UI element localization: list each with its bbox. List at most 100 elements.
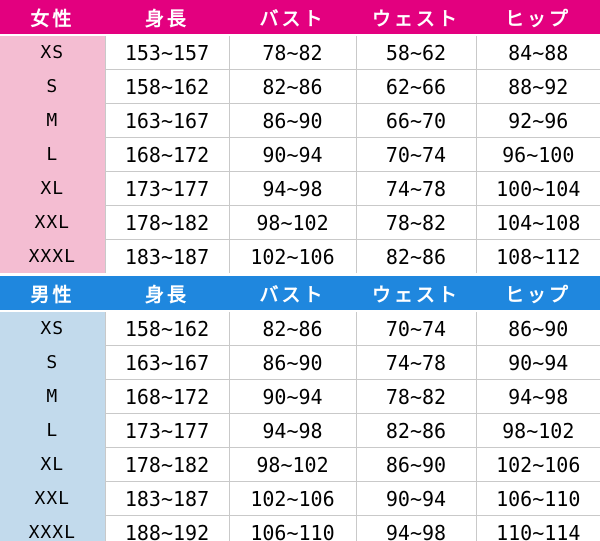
height-cell: 163~167 xyxy=(104,345,229,380)
women-section: 女性 身長 バスト ウェスト ヒップ XS 153~157 78~82 58~6… xyxy=(0,0,600,275)
table-row: XL 173~177 94~98 74~78 100~104 xyxy=(0,171,600,206)
table-row: XL 178~182 98~102 86~90 102~106 xyxy=(0,447,600,482)
table-row: S 158~162 82~86 62~66 88~92 xyxy=(0,69,600,104)
height-cell: 158~162 xyxy=(104,310,229,346)
hip-cell: 106~110 xyxy=(475,481,600,516)
size-cell: XXL xyxy=(0,481,105,516)
size-cell: XS xyxy=(0,35,105,70)
size-cell: S xyxy=(0,69,105,104)
waist-cell: 86~90 xyxy=(355,447,476,482)
height-column-header: 身長 xyxy=(105,273,229,312)
height-cell: 178~182 xyxy=(104,205,229,240)
hip-cell: 92~96 xyxy=(475,103,600,138)
bust-column-header: バスト xyxy=(229,273,356,312)
size-cell: XXXL xyxy=(0,515,105,541)
height-cell: 188~192 xyxy=(104,515,229,541)
waist-cell: 62~66 xyxy=(355,69,476,104)
hip-cell: 86~90 xyxy=(475,310,600,346)
bust-cell: 106~110 xyxy=(228,515,356,541)
waist-cell: 82~86 xyxy=(355,239,476,275)
waist-cell: 74~78 xyxy=(355,171,476,206)
table-row: XXL 183~187 102~106 90~94 106~110 xyxy=(0,481,600,516)
hip-column-header: ヒップ xyxy=(476,273,600,312)
hip-cell: 84~88 xyxy=(475,34,600,70)
waist-cell: 94~98 xyxy=(355,515,476,541)
height-cell: 153~157 xyxy=(104,34,229,70)
size-cell: XL xyxy=(0,447,105,482)
bust-cell: 86~90 xyxy=(228,345,356,380)
size-cell: XXL xyxy=(0,205,105,240)
bust-cell: 90~94 xyxy=(228,379,356,414)
size-cell: L xyxy=(0,413,105,448)
hip-cell: 110~114 xyxy=(475,515,600,541)
hip-cell: 100~104 xyxy=(475,171,600,206)
men-gender-header: 男性 xyxy=(0,273,105,312)
waist-cell: 66~70 xyxy=(355,103,476,138)
women-header-row: 女性 身長 バスト ウェスト ヒップ xyxy=(0,0,600,36)
bust-cell: 98~102 xyxy=(228,205,356,240)
height-cell: 173~177 xyxy=(104,413,229,448)
bust-cell: 78~82 xyxy=(228,34,356,70)
bust-cell: 98~102 xyxy=(228,447,356,482)
height-column-header: 身長 xyxy=(105,0,229,36)
waist-cell: 74~78 xyxy=(355,345,476,380)
hip-cell: 94~98 xyxy=(475,379,600,414)
height-cell: 183~187 xyxy=(104,239,229,275)
height-cell: 178~182 xyxy=(104,447,229,482)
hip-cell: 90~94 xyxy=(475,345,600,380)
bust-cell: 94~98 xyxy=(228,171,356,206)
hip-cell: 96~100 xyxy=(475,137,600,172)
size-cell: M xyxy=(0,379,105,414)
waist-cell: 58~62 xyxy=(355,34,476,70)
height-cell: 163~167 xyxy=(104,103,229,138)
height-cell: 173~177 xyxy=(104,171,229,206)
table-row: L 168~172 90~94 70~74 96~100 xyxy=(0,137,600,172)
waist-cell: 78~82 xyxy=(355,205,476,240)
size-cell: XS xyxy=(0,311,105,346)
height-cell: 168~172 xyxy=(104,137,229,172)
height-cell: 183~187 xyxy=(104,481,229,516)
table-row: XS 158~162 82~86 70~74 86~90 xyxy=(0,310,600,346)
hip-cell: 88~92 xyxy=(475,69,600,104)
size-cell: XL xyxy=(0,171,105,206)
hip-column-header: ヒップ xyxy=(476,0,600,36)
size-cell: XXXL xyxy=(0,239,105,275)
hip-cell: 104~108 xyxy=(475,205,600,240)
table-row: S 163~167 86~90 74~78 90~94 xyxy=(0,345,600,380)
table-row: M 168~172 90~94 78~82 94~98 xyxy=(0,379,600,414)
men-header-row: 男性 身長 バスト ウェスト ヒップ xyxy=(0,273,600,312)
table-row: XXL 178~182 98~102 78~82 104~108 xyxy=(0,205,600,240)
bust-cell: 82~86 xyxy=(228,310,356,346)
waist-cell: 90~94 xyxy=(355,481,476,516)
bust-cell: 94~98 xyxy=(228,413,356,448)
hip-cell: 108~112 xyxy=(475,239,600,275)
men-section: 男性 身長 バスト ウェスト ヒップ XS 158~162 82~86 70~7… xyxy=(0,273,600,541)
bust-cell: 90~94 xyxy=(228,137,356,172)
hip-cell: 98~102 xyxy=(475,413,600,448)
height-cell: 158~162 xyxy=(104,69,229,104)
table-row: XS 153~157 78~82 58~62 84~88 xyxy=(0,34,600,70)
size-cell: S xyxy=(0,345,105,380)
waist-cell: 70~74 xyxy=(355,137,476,172)
bust-cell: 86~90 xyxy=(228,103,356,138)
bust-cell: 102~106 xyxy=(228,481,356,516)
table-row: XXXL 188~192 106~110 94~98 110~114 xyxy=(0,515,600,541)
waist-column-header: ウェスト xyxy=(356,273,476,312)
size-cell: L xyxy=(0,137,105,172)
size-cell: M xyxy=(0,103,105,138)
table-row: L 173~177 94~98 82~86 98~102 xyxy=(0,413,600,448)
waist-cell: 82~86 xyxy=(355,413,476,448)
bust-cell: 102~106 xyxy=(228,239,356,275)
height-cell: 168~172 xyxy=(104,379,229,414)
waist-cell: 70~74 xyxy=(355,310,476,346)
hip-cell: 102~106 xyxy=(475,447,600,482)
waist-column-header: ウェスト xyxy=(356,0,476,36)
bust-column-header: バスト xyxy=(229,0,356,36)
bust-cell: 82~86 xyxy=(228,69,356,104)
women-gender-header: 女性 xyxy=(0,0,105,36)
table-row: M 163~167 86~90 66~70 92~96 xyxy=(0,103,600,138)
table-row: XXXL 183~187 102~106 82~86 108~112 xyxy=(0,239,600,275)
waist-cell: 78~82 xyxy=(355,379,476,414)
